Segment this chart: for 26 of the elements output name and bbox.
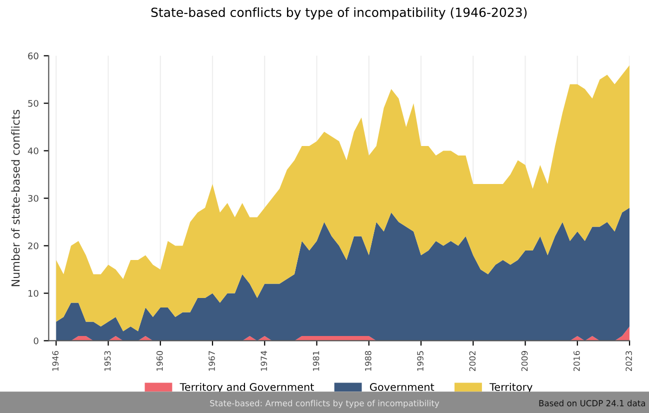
x-tick-label: 1953: [104, 351, 111, 371]
x-tick-label: 1988: [365, 351, 372, 371]
x-tick-label: 2016: [574, 350, 580, 372]
y-tick-label: 30: [28, 194, 38, 202]
text: Based on UCDP 24.1 data: [539, 400, 645, 406]
y-tick-label: 50: [28, 100, 38, 107]
chart-title: State-based conflicts by type of incompatibility (1946-2023): [151, 7, 527, 20]
x-tick-label: 2023: [626, 351, 632, 372]
x-tick-label: 1981: [312, 351, 320, 371]
x-tick-label: 1995: [417, 351, 424, 371]
x-tick-label: 1974: [260, 350, 268, 371]
y-axis-title: Number of state-based conflicts: [11, 110, 20, 286]
x-tick-label: 2009: [521, 351, 528, 372]
legend-label: Territory and Government: [180, 382, 314, 393]
y-tick-label: 10: [28, 290, 38, 297]
legend-label: Government: [370, 383, 434, 391]
x-tick-label: 1960: [156, 351, 163, 371]
x-tick-label: 1967: [208, 351, 215, 371]
y-tick-label: 60: [28, 52, 38, 60]
x-tick-label: 2002: [469, 351, 476, 372]
text: State-based: Armed conflicts by type of incompatibility: [210, 400, 440, 408]
legend-label: Territory: [490, 382, 532, 393]
y-tick-label: 20: [28, 242, 38, 250]
y-tick-label: 40: [28, 147, 38, 154]
y-tick-label: 0: [34, 337, 38, 344]
x-tick-label: 1946: [52, 350, 59, 371]
